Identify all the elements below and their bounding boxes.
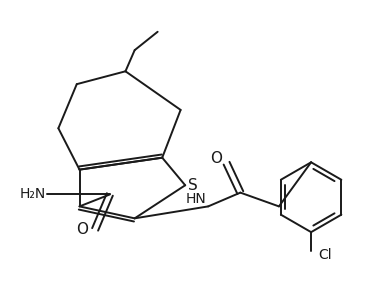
Text: HN: HN <box>186 192 206 206</box>
Text: O: O <box>76 222 88 237</box>
Text: O: O <box>210 151 222 166</box>
Text: S: S <box>188 178 197 193</box>
Text: H₂N: H₂N <box>19 187 45 201</box>
Text: Cl: Cl <box>318 248 332 262</box>
